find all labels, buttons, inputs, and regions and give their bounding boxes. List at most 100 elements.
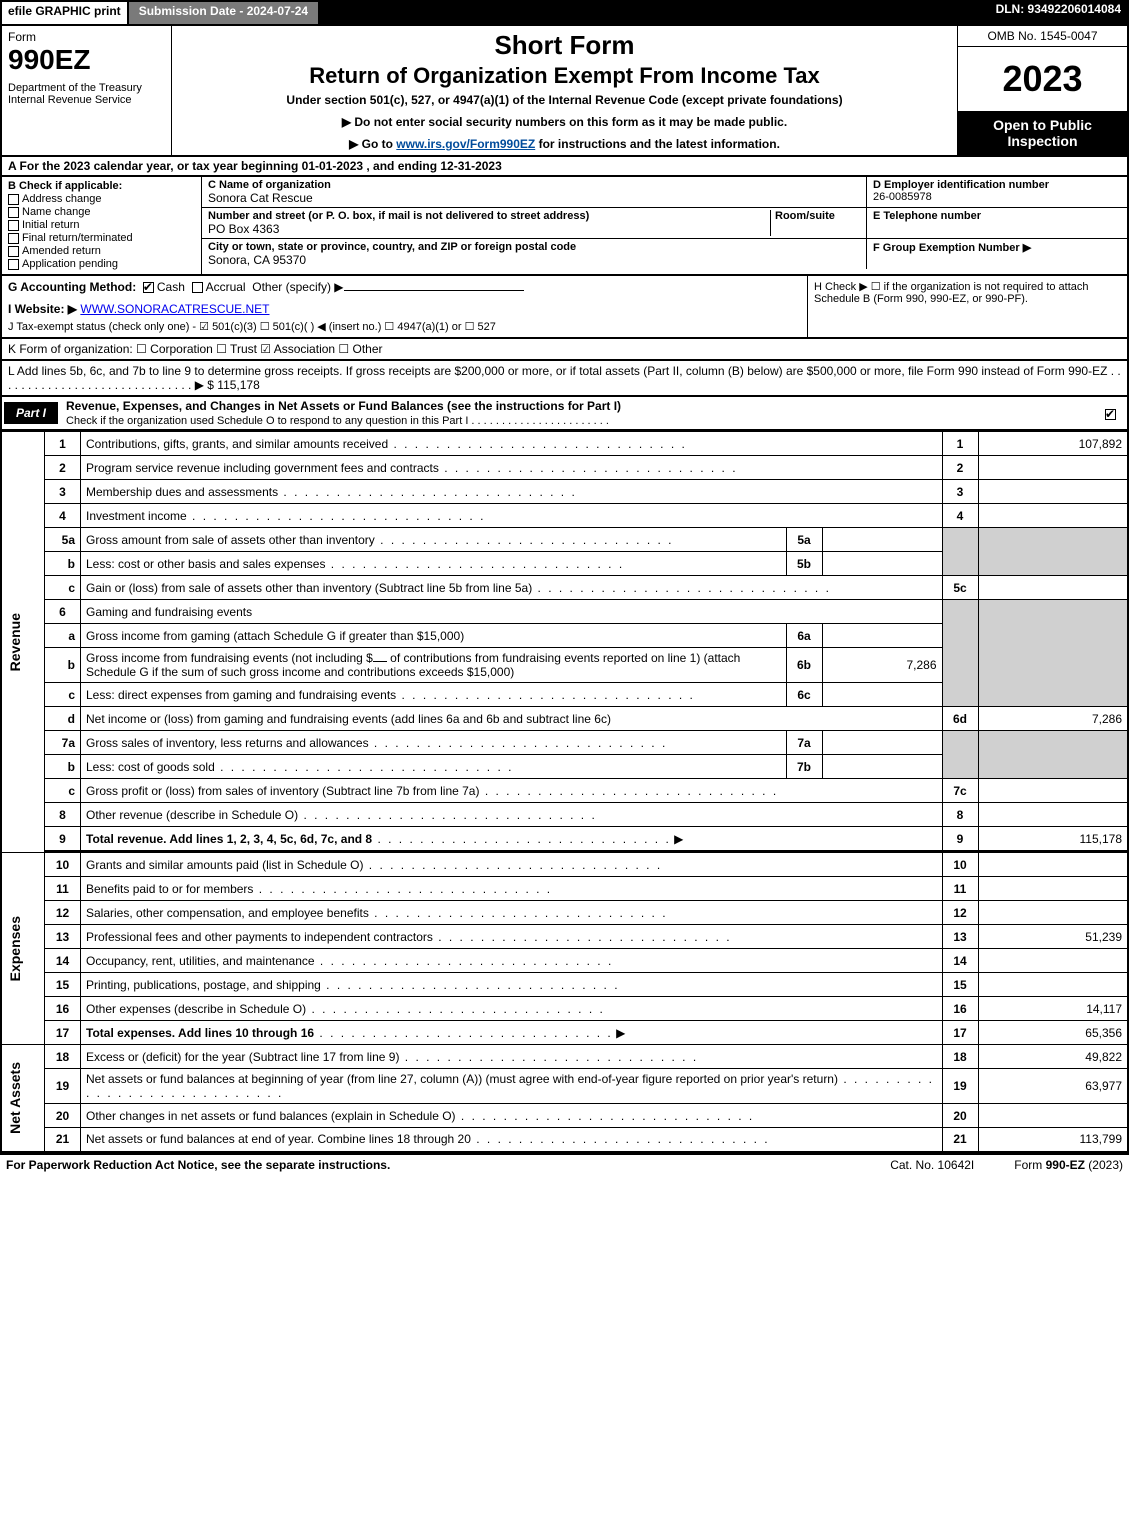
opt-pending: Application pending [22, 258, 118, 270]
chk-accrual[interactable] [192, 282, 203, 293]
g-other-blank[interactable] [344, 290, 524, 291]
line-6d: dNet income or (loss) from gaming and fu… [1, 707, 1128, 731]
header-left: Form 990EZ Department of the Treasury In… [2, 26, 172, 155]
chk-address-change[interactable]: Address change [8, 193, 195, 205]
l19-num: 19 [942, 1069, 978, 1104]
l5c-amt [978, 576, 1128, 600]
l12-num: 12 [942, 901, 978, 925]
l7a-ml: 7a [786, 731, 822, 755]
room-lbl: Room/suite [775, 210, 860, 222]
note-ssn: ▶ Do not enter social security numbers o… [182, 115, 947, 129]
l7c-desc: Gross profit or (loss) from sales of inv… [86, 784, 778, 798]
website-link[interactable]: WWW.SONORACATRESCUE.NET [80, 302, 269, 316]
line-18: Net Assets 18Excess or (deficit) for the… [1, 1045, 1128, 1069]
spacer [320, 0, 987, 24]
chk-final-return[interactable]: Final return/terminated [8, 232, 195, 244]
l1-amt: 107,892 [978, 432, 1128, 456]
revenue-label: Revenue [7, 613, 23, 671]
l-text: L Add lines 5b, 6c, and 7b to line 9 to … [8, 364, 1121, 392]
l14-desc: Occupancy, rent, utilities, and maintena… [86, 954, 613, 968]
dept: Department of the Treasury Internal Reve… [8, 82, 165, 106]
row-l: L Add lines 5b, 6c, and 7b to line 9 to … [0, 361, 1129, 397]
part1-tab: Part I [4, 402, 58, 424]
l5a-mv [822, 528, 942, 552]
part1-header: Part I Revenue, Expenses, and Changes in… [0, 397, 1129, 431]
l19-desc: Net assets or fund balances at beginning… [86, 1072, 934, 1100]
row-a: A For the 2023 calendar year, or tax yea… [0, 157, 1129, 177]
l9-num: 9 [942, 827, 978, 851]
city-value: Sonora, CA 95370 [208, 253, 860, 267]
line-6: 6Gaming and fundraising events [1, 600, 1128, 624]
l16-desc: Other expenses (describe in Schedule O) [86, 1002, 605, 1016]
part1-check[interactable] [1097, 405, 1127, 421]
l6b-mv: 7,286 [822, 648, 942, 683]
l7c-amt [978, 779, 1128, 803]
l7a-desc: Gross sales of inventory, less returns a… [86, 736, 667, 750]
form-title: Return of Organization Exempt From Incom… [182, 63, 947, 89]
l20-desc: Other changes in net assets or fund bala… [86, 1109, 754, 1123]
f-group-cell: F Group Exemption Number ▶ [867, 239, 1127, 269]
l4-desc: Investment income [86, 509, 485, 523]
l21-desc: Net assets or fund balances at end of ye… [86, 1132, 770, 1146]
chk-name-change[interactable]: Name change [8, 206, 195, 218]
l6b-ml: 6b [786, 648, 822, 683]
line-11: 11Benefits paid to or for members11 [1, 877, 1128, 901]
l8-desc: Other revenue (describe in Schedule O) [86, 808, 597, 822]
l6c-ml: 6c [786, 683, 822, 707]
l18-desc: Excess or (deficit) for the year (Subtra… [86, 1050, 698, 1064]
footer-catno: Cat. No. 10642I [850, 1158, 1014, 1172]
l17-desc: Total expenses. Add lines 10 through 16 [86, 1026, 314, 1040]
l7b-desc: Less: cost of goods sold [86, 760, 513, 774]
line-21: 21 Net assets or fund balances at end of … [1, 1128, 1128, 1152]
l6a-desc: Gross income from gaming (attach Schedul… [81, 624, 787, 648]
row-k: K Form of organization: ☐ Corporation ☐ … [0, 339, 1129, 361]
c-city-cell: City or town, state or province, country… [202, 239, 867, 269]
l7c-num: 7c [942, 779, 978, 803]
line-12: 12Salaries, other compensation, and empl… [1, 901, 1128, 925]
i-lbl: I Website: ▶ [8, 302, 77, 316]
l9-amt: 115,178 [978, 827, 1128, 851]
l10-desc: Grants and similar amounts paid (list in… [86, 858, 662, 872]
l10-num: 10 [942, 853, 978, 877]
chk-application-pending[interactable]: Application pending [8, 258, 195, 270]
row-j: J Tax-exempt status (check only one) - ☑… [8, 320, 801, 333]
b-header: B Check if applicable: [8, 180, 195, 192]
line-15: 15Printing, publications, postage, and s… [1, 973, 1128, 997]
l6c-mv [822, 683, 942, 707]
l6c-desc: Less: direct expenses from gaming and fu… [86, 688, 695, 702]
l21-num: 21 [942, 1128, 978, 1152]
l3-desc: Membership dues and assessments [86, 485, 577, 499]
h-cell: H Check ▶ ☐ if the organization is not r… [807, 276, 1127, 337]
opt-final: Final return/terminated [22, 232, 133, 244]
line-17: 17 Total expenses. Add lines 10 through 1… [1, 1021, 1128, 1045]
c-street-lbl: Number and street (or P. O. box, if mail… [208, 210, 770, 222]
l15-desc: Printing, publications, postage, and shi… [86, 978, 620, 992]
line-7c: cGross profit or (loss) from sales of in… [1, 779, 1128, 803]
c-name-lbl: C Name of organization [208, 179, 860, 191]
l17-num: 17 [942, 1021, 978, 1045]
chk-amended-return[interactable]: Amended return [8, 245, 195, 257]
form-word: Form [8, 30, 165, 44]
omb-number: OMB No. 1545-0047 [958, 26, 1127, 47]
g-accounting: G Accounting Method: Cash Accrual Other … [2, 276, 807, 337]
l2-desc: Program service revenue including govern… [86, 461, 738, 475]
short-form-title: Short Form [182, 30, 947, 61]
chk-initial-return[interactable]: Initial return [8, 219, 195, 231]
l14-amt [978, 949, 1128, 973]
form-subtitle: Under section 501(c), 527, or 4947(a)(1)… [182, 93, 947, 107]
l19-amt: 63,977 [978, 1069, 1128, 1104]
l-amount: 115,178 [217, 378, 260, 392]
d-lbl: D Employer identification number [873, 179, 1121, 191]
org-name: Sonora Cat Rescue [208, 191, 860, 205]
chk-cash[interactable] [143, 282, 154, 293]
g-cash: Cash [157, 280, 185, 294]
line-5a: 5aGross amount from sale of assets other… [1, 528, 1128, 552]
block-b-through-f: B Check if applicable: Address change Na… [0, 177, 1129, 276]
l5b-desc: Less: cost or other basis and sales expe… [86, 557, 624, 571]
line-19: 19 Net assets or fund balances at beginni… [1, 1069, 1128, 1104]
l17-arrow: ▶ [616, 1026, 625, 1040]
irs-link[interactable]: www.irs.gov/Form990EZ [396, 137, 535, 151]
footer-r-bold: 990-EZ [1046, 1158, 1085, 1172]
l6d-amt: 7,286 [978, 707, 1128, 731]
l1-num: 1 [942, 432, 978, 456]
